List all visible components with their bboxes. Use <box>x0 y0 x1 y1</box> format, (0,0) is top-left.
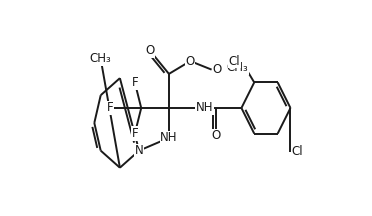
Text: F: F <box>132 127 138 140</box>
Text: CH₃: CH₃ <box>227 61 248 74</box>
Text: Cl: Cl <box>229 55 240 68</box>
Text: O: O <box>213 63 222 76</box>
Text: F: F <box>107 102 113 114</box>
Text: O: O <box>211 129 221 142</box>
Text: F: F <box>132 76 138 89</box>
Text: O: O <box>186 55 195 68</box>
Text: Cl: Cl <box>292 145 303 158</box>
Text: N: N <box>135 144 144 157</box>
Text: NH: NH <box>160 131 178 144</box>
Text: CH₃: CH₃ <box>90 52 112 65</box>
Text: O: O <box>145 44 154 57</box>
Text: NH: NH <box>196 102 213 114</box>
